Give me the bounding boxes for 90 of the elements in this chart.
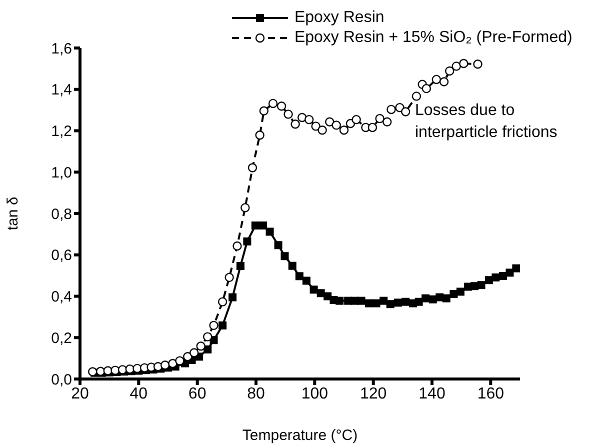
point [375, 114, 384, 124]
point [512, 264, 520, 272]
point [218, 297, 228, 306]
y-tick-label: 0,8 [51, 206, 72, 223]
point [318, 126, 327, 135]
point [288, 262, 296, 270]
point [368, 122, 378, 132]
point [304, 114, 314, 124]
y-tick-label: 0,0 [51, 371, 72, 388]
x-tick-label: 120 [360, 385, 387, 402]
y-tick-label: 1,4 [51, 82, 72, 99]
point [266, 228, 274, 236]
point [218, 321, 227, 330]
point [88, 367, 98, 376]
point [248, 163, 258, 172]
point [302, 276, 310, 285]
point [268, 98, 278, 108]
point [432, 74, 441, 84]
y-tick-label: 1,2 [51, 123, 72, 140]
point [477, 281, 486, 290]
x-tick-label: 140 [418, 385, 446, 402]
point [439, 77, 449, 86]
point [473, 60, 482, 69]
point [274, 241, 282, 250]
point [280, 252, 289, 260]
point [190, 348, 199, 358]
y-axis-title: tan δ [4, 196, 22, 230]
point [445, 66, 454, 76]
point [310, 286, 318, 294]
point [380, 296, 388, 305]
point [160, 360, 170, 370]
point [412, 92, 422, 101]
point [284, 110, 293, 119]
point [452, 62, 461, 71]
point [236, 262, 244, 270]
point [196, 342, 206, 351]
y-tick-label: 0,6 [51, 247, 72, 264]
point [290, 120, 300, 129]
point [259, 222, 268, 230]
point [332, 120, 341, 130]
point [118, 365, 128, 374]
point [297, 112, 307, 122]
point [240, 203, 250, 212]
point [339, 126, 349, 135]
annotation: Losses due to interparticle frictions [415, 101, 558, 143]
point [295, 272, 304, 280]
point [175, 356, 184, 366]
x-tick-label: 60 [188, 385, 206, 402]
point [125, 364, 134, 374]
point [224, 272, 234, 282]
point [422, 84, 432, 94]
y-tick-label: 1,0 [51, 164, 72, 182]
point [251, 222, 260, 230]
point [276, 102, 286, 111]
point [232, 241, 242, 251]
point [506, 268, 514, 277]
legend-label: Epoxy Resin [294, 9, 384, 26]
y-tick-label: 0,2 [51, 330, 72, 347]
x-tick-label: 80 [247, 385, 265, 402]
y-tick-label: 1,6 [51, 40, 72, 58]
point [442, 294, 450, 302]
x-tick-label: 160 [477, 385, 504, 402]
point [450, 290, 458, 298]
point [132, 364, 142, 374]
point [204, 345, 212, 354]
point [259, 106, 269, 116]
point [325, 117, 334, 126]
point [255, 130, 264, 140]
point [382, 117, 392, 126]
point [386, 300, 394, 308]
point [209, 320, 218, 330]
point [336, 296, 344, 305]
point [96, 366, 106, 376]
x-axis-title: Temperature (°C) [242, 427, 358, 444]
legend-label: Epoxy Resin + 15% SiO₂ (Pre-Formed) [294, 29, 572, 46]
point [459, 58, 468, 68]
point [311, 122, 320, 131]
x-tick-label: 20 [71, 385, 89, 402]
point [352, 114, 361, 124]
point [456, 288, 464, 296]
point [422, 294, 430, 302]
y-tick-label: 0,4 [51, 288, 72, 306]
point [203, 332, 212, 342]
x-tick-label: 40 [130, 385, 148, 402]
point [386, 104, 396, 114]
point [401, 107, 410, 116]
x-tick-label: 100 [301, 385, 328, 402]
point [243, 237, 252, 246]
point [228, 293, 237, 302]
point [168, 358, 178, 368]
